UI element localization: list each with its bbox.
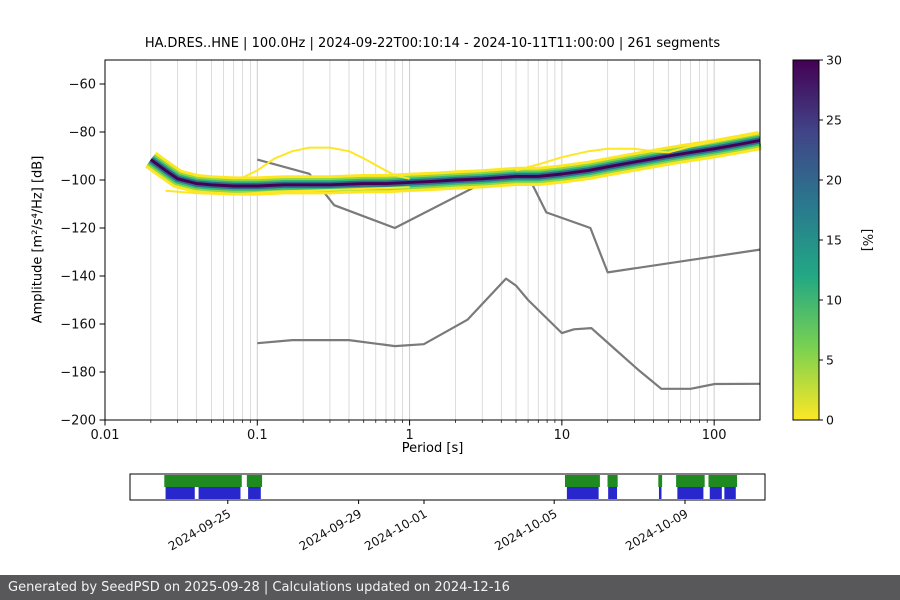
coverage-segment-blue xyxy=(709,487,722,499)
y-tick-label: −120 xyxy=(60,222,96,237)
colorbar-gradient xyxy=(792,59,820,421)
y-tick-label: −140 xyxy=(60,270,96,285)
y-tick-label: −180 xyxy=(60,366,96,381)
x-tick-label: 0.1 xyxy=(247,428,268,443)
coverage-segment-green xyxy=(246,475,263,487)
x-gridlines xyxy=(150,60,715,420)
colorbar-axis-label: [%] xyxy=(859,229,874,252)
colorbar-tick-label: 0 xyxy=(826,413,834,428)
coverage-segment-green xyxy=(607,475,618,487)
colorbar-tick-label: 25 xyxy=(826,113,842,128)
x-tick-label: 1 xyxy=(405,428,413,443)
x-tick-label: 100 xyxy=(702,428,727,443)
coverage-segment-green xyxy=(564,475,600,487)
psd-outlier-curve xyxy=(242,146,410,180)
coverage-segment-blue xyxy=(165,487,195,499)
colorbar: 0 5 10 15 20 25 30 [%] xyxy=(792,53,874,428)
coverage-segment-blue xyxy=(677,487,704,499)
colorbar-tick-label: 30 xyxy=(826,53,842,68)
y-tick-label: −80 xyxy=(69,126,96,141)
colorbar-tick-label: 20 xyxy=(826,173,842,188)
coverage-segment-blue xyxy=(724,487,736,499)
coverage-segment-blue xyxy=(248,487,261,499)
psd-outlier-curve xyxy=(515,132,761,172)
x-axis-ticks: 0.01 0.1 1 10 100 xyxy=(91,420,727,443)
coverage-segment-green xyxy=(708,475,738,487)
coverage-segment-green xyxy=(164,475,242,487)
x-tick-label: 10 xyxy=(554,428,571,443)
coverage-date-label: 2024-09-25 xyxy=(166,506,233,553)
coverage-date-label: 2024-10-01 xyxy=(362,506,429,553)
coverage-segment-green xyxy=(658,475,663,487)
colorbar-tick-label: 15 xyxy=(826,233,842,248)
colorbar-tick-label: 5 xyxy=(826,353,834,368)
y-tick-label: −160 xyxy=(60,318,96,333)
y-tick-label: −100 xyxy=(60,174,96,189)
y-axis-ticks: −200 −180 −160 −140 −120 −100 −80 −60 xyxy=(60,78,105,429)
coverage-date-label: 2024-10-09 xyxy=(623,506,690,553)
plot-border xyxy=(104,59,761,421)
coverage-segment-blue xyxy=(658,487,662,499)
y-tick-label: −60 xyxy=(69,78,96,93)
coverage-segment-blue xyxy=(566,487,599,499)
coverage-date-label: 2024-09-29 xyxy=(297,506,364,553)
psd-outlier-curve xyxy=(165,186,410,196)
chart-title: HA.DRES..HNE | 100.0Hz | 2024-09-22T00:1… xyxy=(144,36,721,51)
colorbar-tick-label: 10 xyxy=(826,293,842,308)
footer-text: Generated by SeedPSD on 2025-09-28 | Cal… xyxy=(8,580,510,595)
footer-bar: Generated by SeedPSD on 2025-09-28 | Cal… xyxy=(0,575,900,600)
coverage-border xyxy=(129,473,766,501)
coverage-segment-blue xyxy=(608,487,618,499)
coverage-date-label: 2024-10-05 xyxy=(492,506,559,553)
coverage-segment-blue xyxy=(198,487,241,499)
x-axis-label: Period [s] xyxy=(401,441,464,456)
psd-density-band xyxy=(145,130,762,196)
ppsd-chart-canvas: 0.01 0.1 1 10 100−200−180−160−140−120−100−80… xyxy=(60,53,874,554)
coverage-segment-green xyxy=(676,475,705,487)
low-noise-model-line xyxy=(257,277,761,390)
y-tick-label: −200 xyxy=(60,414,96,429)
x-tick-label: 0.01 xyxy=(91,428,120,443)
